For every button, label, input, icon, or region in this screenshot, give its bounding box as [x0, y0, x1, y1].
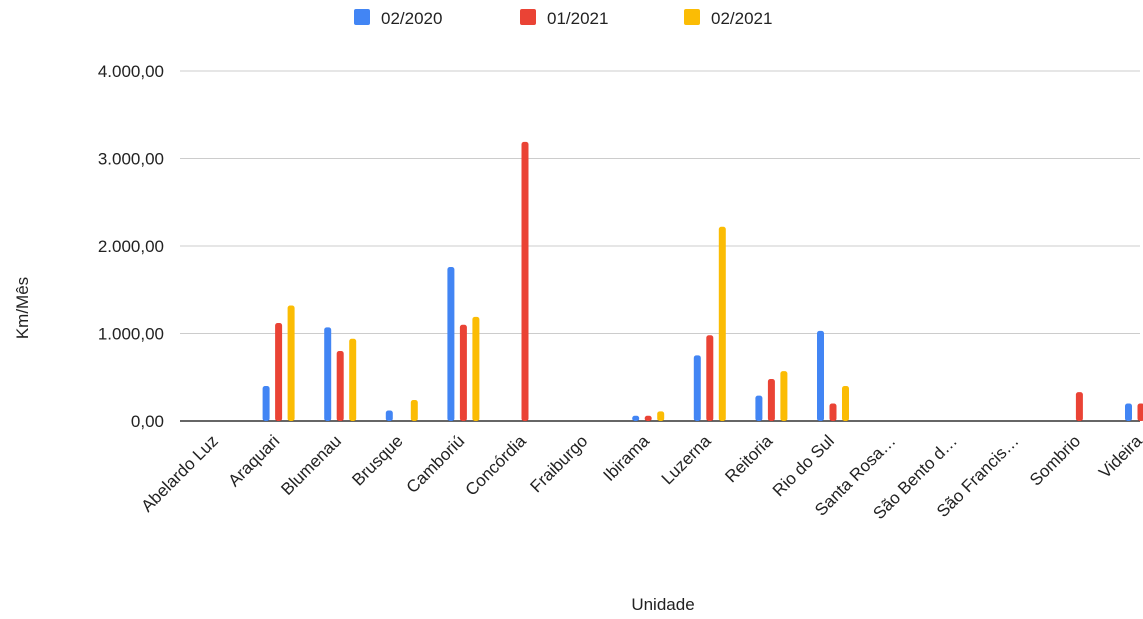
x-tick-label: Araquari	[225, 431, 284, 490]
x-axis-title: Unidade	[631, 595, 694, 614]
legend-swatch	[354, 9, 370, 25]
bar	[275, 323, 283, 421]
x-tick-label: Blumenau	[277, 431, 345, 499]
x-tick-label: Camboriú	[403, 431, 469, 497]
x-tick-label: Abelardo Luz	[138, 431, 222, 515]
y-axis-title: Km/Mês	[13, 277, 32, 339]
bar	[287, 305, 295, 421]
bar	[336, 351, 344, 421]
bars	[262, 141, 1143, 421]
legend-swatch	[520, 9, 536, 25]
bar	[1075, 392, 1083, 421]
bar	[1137, 403, 1143, 421]
y-tick-label: 0,00	[131, 412, 164, 431]
x-tick-label: Fraiburgo	[527, 431, 592, 496]
bar	[632, 415, 640, 421]
bar	[780, 371, 788, 421]
x-tick-label: Brusque	[348, 431, 406, 489]
bar	[829, 403, 837, 421]
bar	[842, 386, 849, 421]
x-tick-label: Ibirama	[600, 431, 654, 485]
bar	[693, 355, 701, 421]
legend-swatch	[684, 9, 700, 25]
x-tick-label: Concórdia	[462, 431, 531, 500]
bar	[817, 330, 824, 421]
bar	[521, 141, 529, 421]
bar	[349, 338, 357, 421]
bar	[718, 226, 726, 421]
gridlines	[180, 70, 1140, 422]
bar	[706, 335, 714, 421]
legend-label: 01/2021	[547, 9, 608, 28]
legend: 02/2020 01/2021 02/2021	[354, 9, 772, 28]
bar	[262, 386, 270, 421]
bar	[644, 415, 652, 421]
y-tick-label: 4.000,00	[98, 62, 164, 81]
y-tick-label: 1.000,00	[98, 325, 164, 344]
x-tick-label: Videira	[1095, 431, 1143, 482]
y-tick-label: 3.000,00	[98, 150, 164, 169]
legend-label: 02/2020	[381, 9, 442, 28]
bar	[459, 324, 467, 421]
bar	[767, 379, 775, 421]
y-tick-label: 2.000,00	[98, 237, 164, 256]
bar	[324, 327, 332, 421]
bar	[1125, 403, 1132, 421]
bar	[472, 316, 480, 421]
bar	[385, 410, 393, 421]
legend-label: 02/2021	[711, 9, 772, 28]
x-tick-label: Luzerna	[658, 431, 715, 488]
x-tick-label: Reitoria	[721, 431, 776, 486]
bar	[657, 411, 665, 421]
x-tick-label: Sombrio	[1026, 431, 1084, 489]
bar	[447, 267, 455, 421]
y-axis-ticks: 0,00 1.000,00 2.000,00 3.000,00 4.000,00	[98, 62, 164, 431]
bar	[755, 395, 763, 421]
bar	[410, 400, 418, 421]
